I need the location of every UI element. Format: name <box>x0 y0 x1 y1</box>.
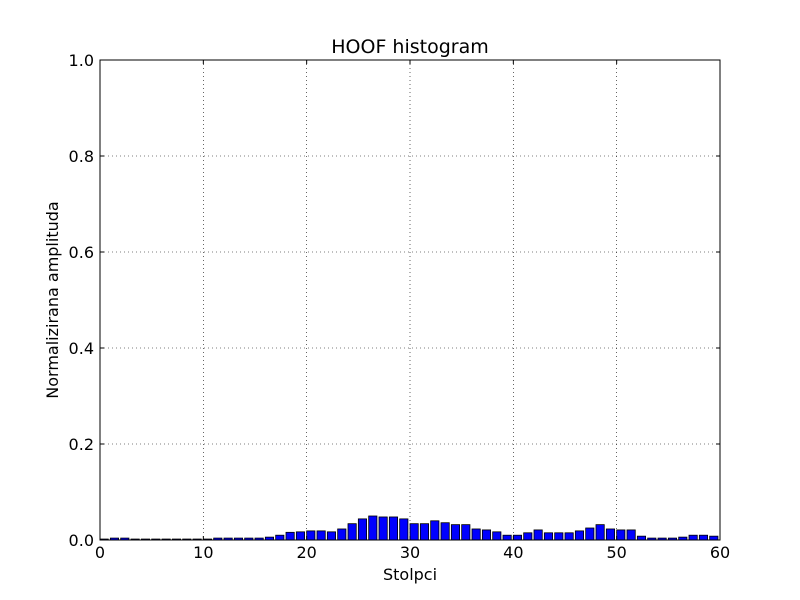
bar-40 <box>512 534 522 541</box>
bar-25 <box>357 518 368 541</box>
bar-32 <box>430 520 440 541</box>
x-tick-label-6: 60 <box>710 543 730 562</box>
bar-37 <box>481 529 492 541</box>
x-tick-label-2: 20 <box>296 543 316 562</box>
bar-41 <box>523 532 533 541</box>
bar-35 <box>461 524 471 541</box>
bar-44 <box>554 532 564 541</box>
y-tick-label-1: 0.2 <box>69 435 94 454</box>
bar-27 <box>378 516 388 541</box>
bar-28 <box>388 516 399 541</box>
bar-26 <box>368 515 378 541</box>
x-tick-label-1: 10 <box>193 543 213 562</box>
bar-24 <box>347 523 357 541</box>
bar-43 <box>543 532 553 541</box>
bar-49 <box>605 528 615 541</box>
bar-42 <box>533 529 543 541</box>
bar-39 <box>502 534 512 541</box>
bar-38 <box>492 531 502 541</box>
x-tick-label-4: 40 <box>503 543 523 562</box>
x-tick-label-5: 50 <box>606 543 626 562</box>
bar-57 <box>688 534 698 541</box>
bar-18 <box>285 531 295 541</box>
bar-51 <box>626 529 636 541</box>
bar-21 <box>316 530 326 541</box>
bar-50 <box>616 529 626 541</box>
bar-46 <box>574 530 584 541</box>
bar-48 <box>595 524 605 541</box>
grid-lines <box>100 60 720 540</box>
tick-labels: 0 10 20 30 40 50 60 0.0 0.2 0.4 0.6 0.8 1.0 <box>69 51 731 562</box>
bar-58 <box>698 534 708 541</box>
y-axis-label: Normalizirana amplituda <box>43 201 62 398</box>
y-tick-label-5: 1.0 <box>69 51 94 70</box>
bar-47 <box>585 527 595 541</box>
bar-59 <box>709 535 719 541</box>
x-axis-label: Stolpci <box>383 565 437 584</box>
axis-ticks <box>99 59 721 541</box>
bar-22 <box>326 531 337 541</box>
y-tick-label-3: 0.6 <box>69 243 94 262</box>
bar-33 <box>440 522 450 541</box>
x-tick-label-3: 30 <box>400 543 420 562</box>
bar-52 <box>636 535 646 541</box>
bar-20 <box>306 530 316 541</box>
x-tick-label-0: 0 <box>95 543 105 562</box>
bar-45 <box>564 532 574 541</box>
bar-36 <box>471 528 481 541</box>
y-tick-label-2: 0.4 <box>69 339 94 358</box>
y-tick-label-4: 0.8 <box>69 147 94 166</box>
chart-title: HOOF histogram <box>331 36 488 58</box>
bar-30 <box>409 523 419 541</box>
y-tick-label-0: 0.0 <box>69 531 94 550</box>
bar-23 <box>337 528 347 541</box>
bar-31 <box>419 523 430 541</box>
bar-34 <box>450 524 461 541</box>
bar-17 <box>275 534 285 541</box>
bar-19 <box>295 531 306 541</box>
bar-29 <box>399 518 409 541</box>
